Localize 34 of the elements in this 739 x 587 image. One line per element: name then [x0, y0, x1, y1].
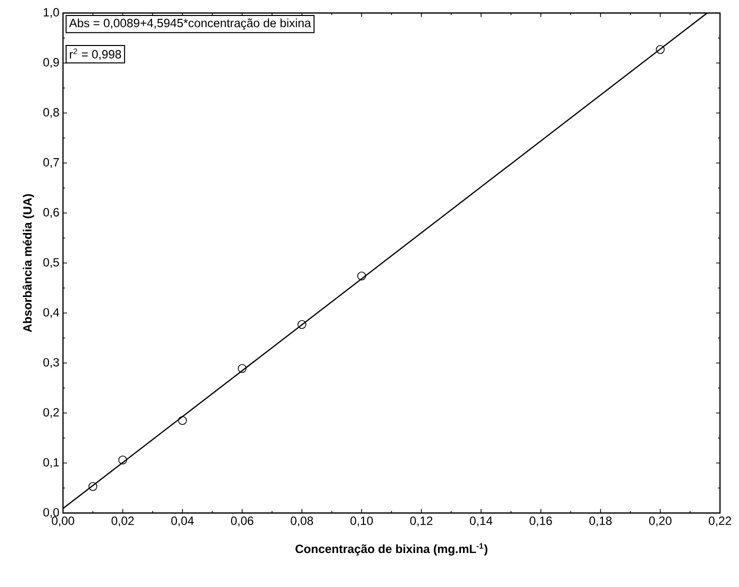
- point: [298, 320, 306, 329]
- y-tick-label: 0,1: [43, 458, 59, 468]
- y-tick-label: 0,8: [43, 108, 59, 118]
- x-tick-label: 0,06: [231, 516, 254, 526]
- point: [357, 272, 366, 280]
- annotation: r$^{2}$ = 0,998: [70, 48, 122, 60]
- x-tick-label: 0,20: [649, 516, 672, 526]
- x-tick-label: 0,04: [171, 516, 194, 526]
- annotation: Abs = 0,0089+4,5945*concentração de bixina: [69, 18, 312, 30]
- point: [238, 364, 247, 373]
- y-tick-label: 0,7: [43, 158, 59, 168]
- x-tick-label: 0,14: [470, 516, 492, 526]
- y-tick-label: 0,3: [43, 358, 59, 368]
- point: [178, 416, 187, 425]
- x-tick-label: 0,02: [112, 516, 134, 526]
- x-tick-label: 0,00: [52, 516, 74, 526]
- y-tick-label: 0,5: [43, 258, 59, 268]
- x-tick-label: 0,12: [410, 516, 432, 526]
- y-tick-label: 0,2: [43, 408, 59, 418]
- x-tick-label: 0,10: [350, 516, 373, 526]
- y-tick-label: 0,9: [43, 58, 59, 68]
- x-tick-label: 0,22: [708, 516, 732, 526]
- point: [88, 482, 98, 491]
- x-tick-label: 0,16: [530, 516, 552, 526]
- y-axis-title: Absorbância média (UA): [22, 194, 34, 332]
- x-axis-title: Concentração de bixina (mg.mL$^{-1}$): [296, 543, 488, 556]
- x-tick-label: 0,18: [589, 516, 612, 526]
- y-tick-label: 0,4: [43, 308, 60, 318]
- y-tick-label: 1,0: [44, 8, 60, 18]
- y-tick-label: 0,6: [43, 208, 59, 218]
- x-tick-label: 0,08: [290, 516, 314, 526]
- y-tick-label: 0,0: [43, 508, 60, 518]
- point: [656, 45, 665, 54]
- point: [118, 456, 128, 464]
